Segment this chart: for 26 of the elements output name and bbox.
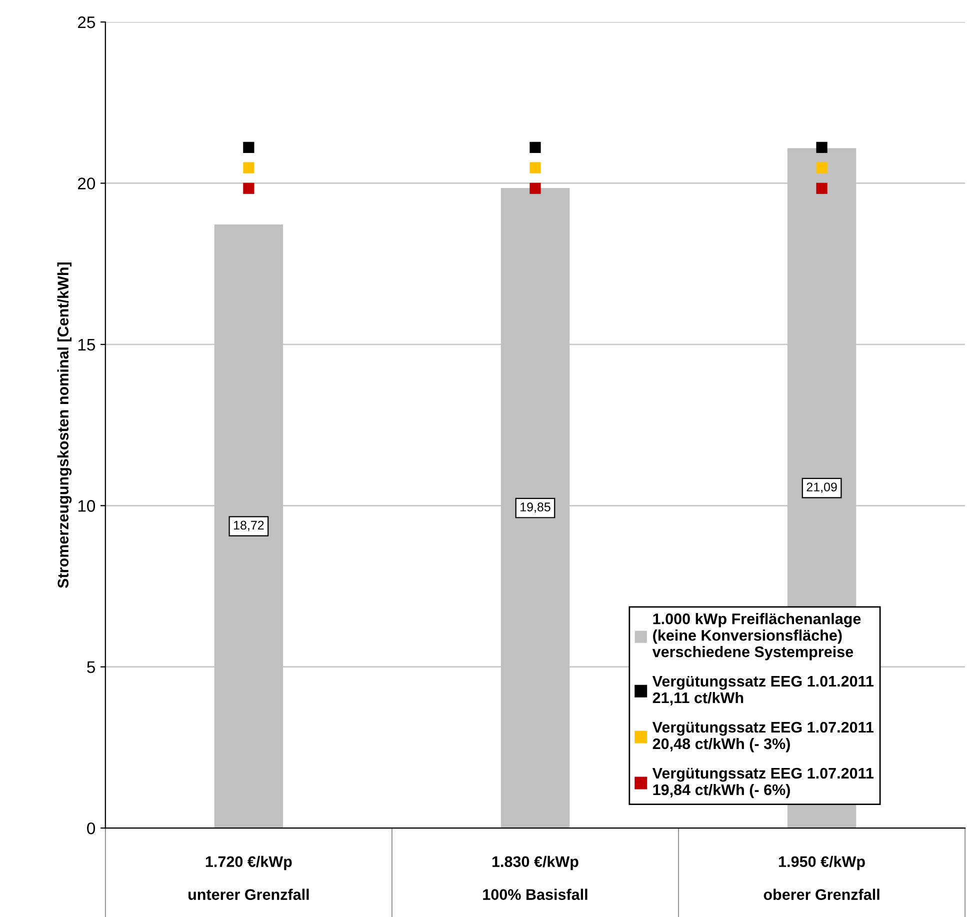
y-axis-title: Stromerzeugungskosten nominal [Cent/kWh] [57,262,72,588]
point [243,142,254,153]
point [243,162,254,174]
y-tick-label: 5 [87,661,95,674]
y-tick-label: 10 [78,500,96,512]
legend-label: Vergütungssatz EEG 1.07.2011 20,48 ct/kWh (- 3%) [652,722,874,752]
category-label: 1.950 €/kWp oberer Grenzfall [764,856,880,900]
point [243,182,254,194]
legend-label: Vergütungssatz EEG 1.01.2011 21,11 ct/kWh [652,676,874,706]
point [530,142,541,153]
y-tick-label: 25 [78,16,95,28]
point [816,142,828,153]
legend-label: 1.000 kWp Freiflächenanlage (keine Konversionsfläche) verschiedene Systempreise [652,613,861,660]
data-label: 21,09 [806,482,837,493]
category-label: 1.720 €/kWp unterer Grenzfall [188,856,309,900]
point [816,182,828,194]
legend-label: Vergütungssatz EEG 1.07.2011 19,84 ct/kWh (- 6%) [652,768,874,798]
data-label: 18,72 [234,520,264,532]
point [816,162,828,174]
point [530,162,541,174]
category-label: 1.830 €/kWp 100% Basisfall [483,856,588,900]
y-tick-label: 0 [87,822,96,834]
data-label: 19,85 [520,502,550,513]
point [530,182,541,194]
y-tick-label: 15 [78,339,95,351]
y-tick-label: 20 [78,178,96,190]
